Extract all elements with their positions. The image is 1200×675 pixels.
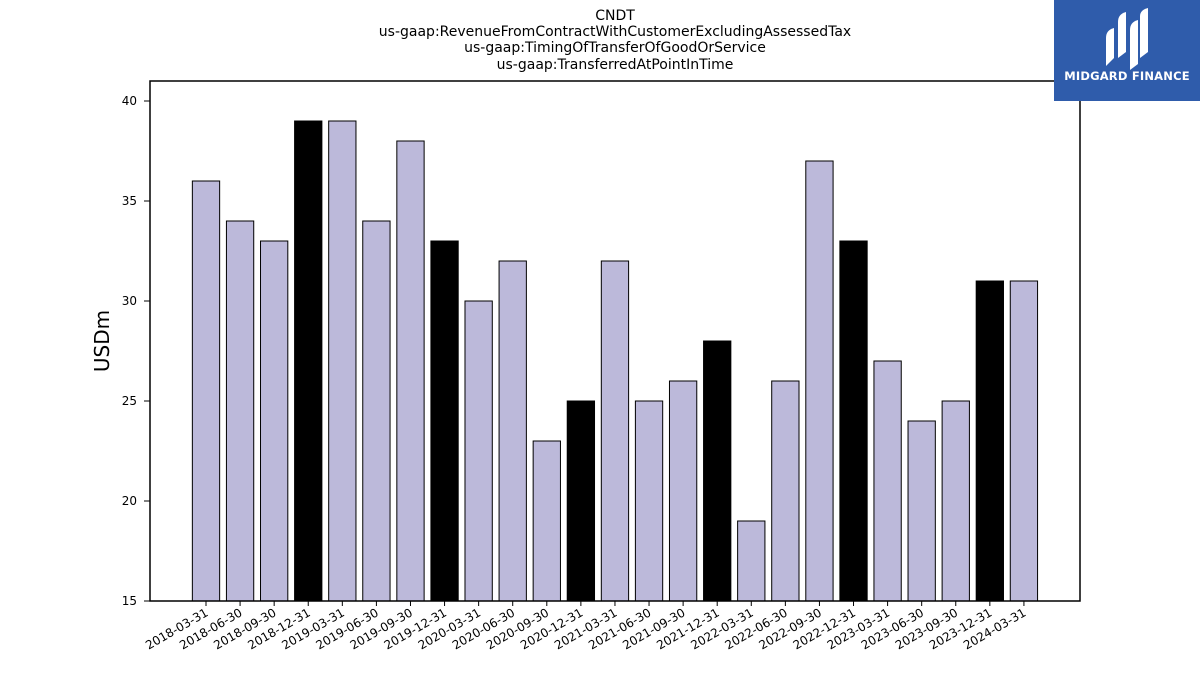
bar-2018-03-31 [191, 180, 221, 602]
chart-title: CNDT us-gaap:RevenueFromContractWithCust… [379, 8, 851, 73]
bars-group [191, 120, 1039, 602]
chart-title-line-4: us-gaap:TransferredAtPointInTime [497, 57, 734, 73]
bar-2023-12-31 [975, 280, 1004, 602]
chart-title-line-1: CNDT [595, 8, 635, 24]
bar-2023-09-30 [941, 400, 970, 602]
bar-2019-06-30 [362, 220, 391, 602]
x-axis-ticks: 2018-03-312018-06-302018-09-302018-12-31… [143, 601, 1028, 652]
bar-2022-09-30 [805, 160, 834, 602]
bar-2021-09-30 [668, 380, 698, 602]
y-axis-label: USDm [90, 310, 114, 372]
bar-2018-06-30 [225, 220, 255, 602]
bar-2022-06-30 [771, 380, 800, 602]
bar-2021-12-31 [703, 340, 732, 602]
y-tick-label: 20 [122, 494, 137, 508]
y-tick-label: 40 [122, 94, 137, 108]
logo-mark-icon [1106, 8, 1148, 70]
bar-2019-03-31 [328, 120, 357, 602]
bar-2023-03-31 [873, 360, 902, 602]
bar-2020-12-31 [566, 400, 596, 602]
bar-2020-06-30 [498, 260, 527, 602]
bar-2022-12-31 [839, 240, 868, 602]
chart-title-line-2: us-gaap:RevenueFromContractWithCustomerE… [379, 24, 851, 40]
bar-2019-09-30 [396, 140, 425, 602]
bar-2019-12-31 [430, 240, 459, 602]
bar-2018-12-31 [294, 120, 323, 602]
midgard-finance-logo: MIDGARD FINANCE [1054, 0, 1200, 101]
bar-2021-03-31 [600, 260, 630, 602]
y-axis-ticks: 15 20 25 30 35 40 [122, 94, 150, 608]
bar-2022-03-31 [737, 520, 766, 602]
bar-2024-03-31 [1009, 280, 1039, 602]
bar-2020-03-31 [464, 300, 493, 602]
bar-2021-06-30 [634, 400, 664, 602]
y-tick-label: 25 [122, 394, 137, 408]
plot-frame [149, 80, 1081, 602]
bar-2018-09-30 [260, 240, 289, 602]
logo-text: MIDGARD FINANCE [1064, 69, 1190, 83]
chart-title-line-3: us-gaap:TimingOfTransferOfGoodOrService [464, 40, 766, 56]
y-tick-label: 15 [122, 594, 137, 608]
bar-2020-09-30 [532, 440, 561, 602]
y-tick-label: 35 [122, 194, 137, 208]
y-tick-label: 30 [122, 294, 137, 308]
bar-2023-06-30 [907, 420, 936, 602]
